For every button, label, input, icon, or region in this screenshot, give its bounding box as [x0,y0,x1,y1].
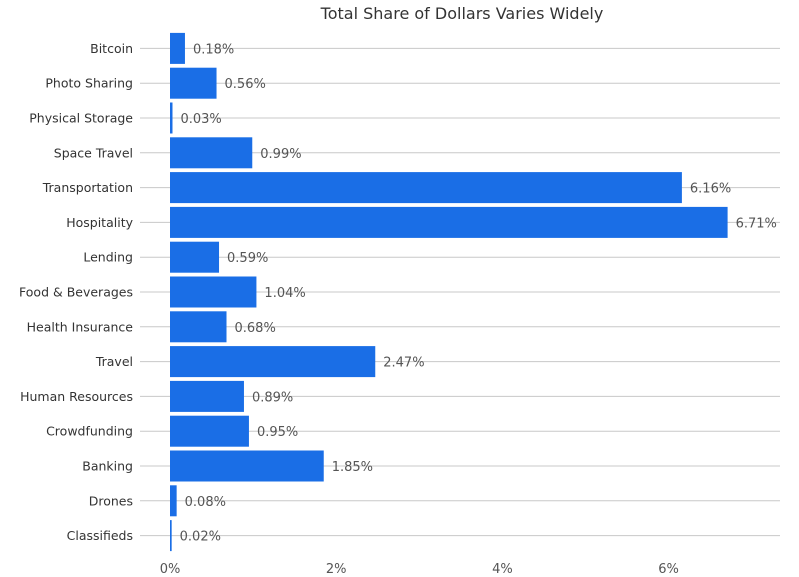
data-label: 0.68% [235,321,276,336]
bar [170,102,173,134]
data-label: 0.56% [225,77,266,92]
data-label: 1.85% [332,460,373,475]
bar [170,485,177,517]
category-label: Health Insurance [27,319,134,334]
category-label: Travel [95,354,133,369]
bar [170,450,324,482]
x-tick-label: 0% [160,562,181,577]
bar [170,276,257,308]
data-label: 6.16% [690,182,731,197]
category-label: Drones [89,493,133,508]
bar [170,241,220,273]
data-label: 0.08% [185,495,226,510]
category-label: Food & Beverages [19,285,133,300]
x-tick-label: 4% [492,562,513,577]
data-label: 1.04% [264,286,305,301]
bar [170,32,185,64]
category-label: Bitcoin [90,41,133,56]
data-label: 0.99% [260,147,301,162]
category-label: Hospitality [66,215,133,230]
data-label: 0.18% [193,42,234,57]
data-label: 0.95% [257,425,298,440]
bar [170,67,217,99]
bar [170,206,728,238]
bar [170,520,172,552]
category-label: Classifieds [67,528,133,543]
data-label: 0.89% [252,390,293,405]
x-tick-label: 6% [658,562,679,577]
category-label: Human Resources [20,389,133,404]
x-tick-label: 2% [326,562,347,577]
category-label: Photo Sharing [45,76,133,91]
bar [170,415,249,447]
bar [170,380,244,412]
data-label: 6.71% [736,216,777,231]
bar [170,346,376,378]
data-label: 0.03% [180,112,221,127]
bar [170,311,227,343]
category-label: Banking [82,459,133,474]
data-label: 0.02% [180,530,221,545]
bar [170,137,253,169]
chart-title: Total Share of Dollars Varies Widely [320,4,604,23]
data-label: 2.47% [383,356,424,371]
category-label: Space Travel [54,145,133,160]
category-label: Transportation [42,180,133,195]
data-label: 0.59% [227,251,268,266]
category-label: Crowdfunding [46,424,133,439]
bar [170,172,682,204]
category-label: Physical Storage [29,111,133,126]
category-label: Lending [83,250,133,265]
